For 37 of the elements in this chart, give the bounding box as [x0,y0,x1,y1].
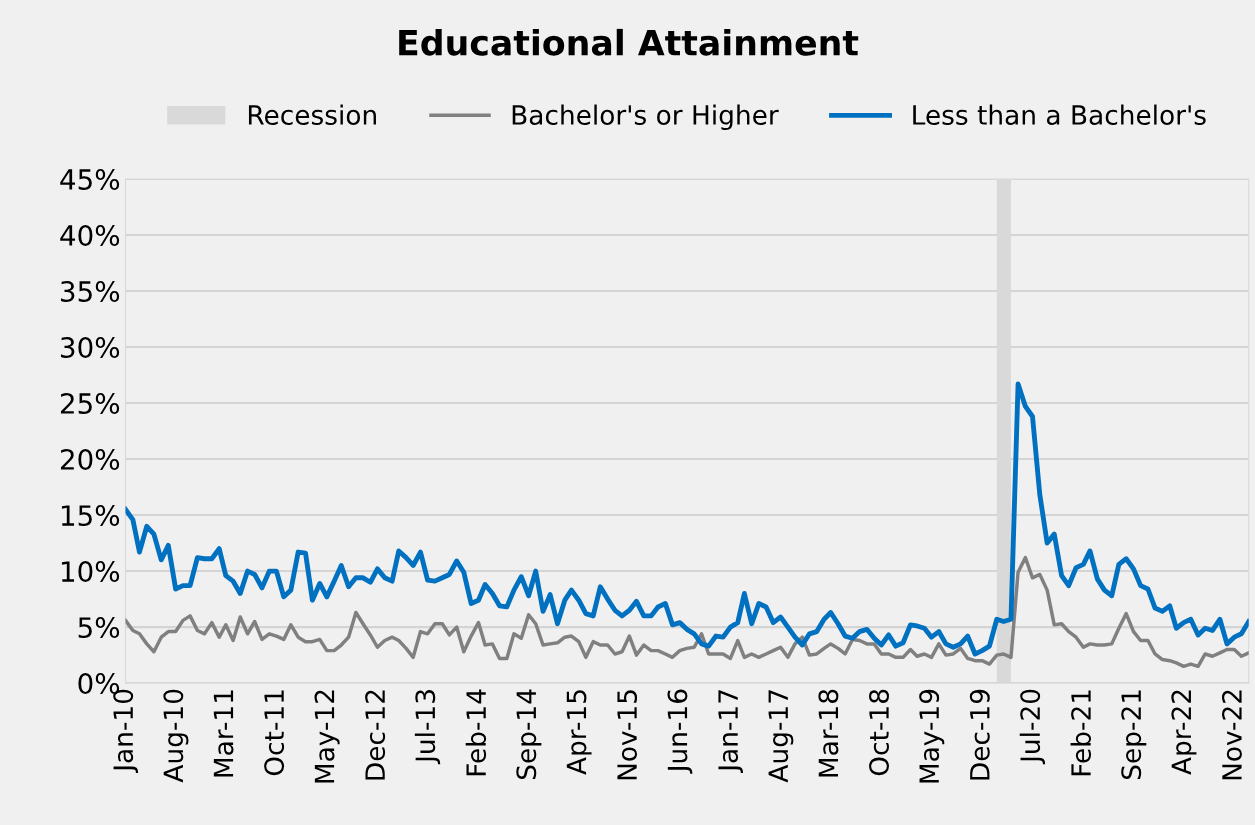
line-series [125,381,1249,657]
y-tick-label: 35% [61,280,120,302]
x-tick-label: Jun-16 [667,689,693,774]
chart-title: Educational Attainment [399,28,859,56]
x-tick-label: Mar-18 [818,689,839,777]
y-tick-label: 20% [60,449,120,471]
x-tick-label: Apr-22 [1171,690,1197,775]
x-tick-label: Jul-20 [1019,689,1046,765]
x-tick-label: Dec-19 [969,689,990,780]
line-series [125,555,1249,669]
x-tick-label: Oct-18 [869,689,889,776]
y-tick-label: 30% [61,336,120,358]
y-tick-label: 40% [60,224,120,246]
x-tick-label: May-12 [314,690,340,783]
x-tick-label: Nov-22 [1221,690,1242,780]
x-tick-label: Aug-17 [768,690,794,783]
x-tick-label: Oct-11 [264,690,285,776]
y-tick-label: 25% [60,393,120,415]
x-tick-label: Aug-10 [163,689,189,783]
legend-label: Less than a Bachelor's [913,104,1206,125]
y-tick-label: 15% [61,505,120,527]
x-tick-label: Jan-17 [718,690,743,774]
x-tick-label: Dec-12 [365,690,386,780]
x-tick-label: Feb-14 [465,689,487,776]
x-tick-label: Sep-21 [1121,690,1147,780]
x-tick-label: May-19 [919,689,945,783]
y-tick-label: 10% [61,561,120,583]
y-tick-label: 5% [78,617,120,639]
legend-label: Recession [248,104,376,125]
x-tick-label: Sep-14 [516,689,542,780]
x-tick-label: Jul-13 [414,690,441,765]
y-tick-label: 45% [60,168,120,190]
x-tick-label: Apr-15 [566,690,592,775]
legend-label: Bachelor's or Higher [512,104,779,131]
x-tick-label: Feb-21 [1070,690,1092,776]
x-tick-label: Mar-11 [213,690,234,777]
x-tick-label: Nov-15 [617,690,638,780]
